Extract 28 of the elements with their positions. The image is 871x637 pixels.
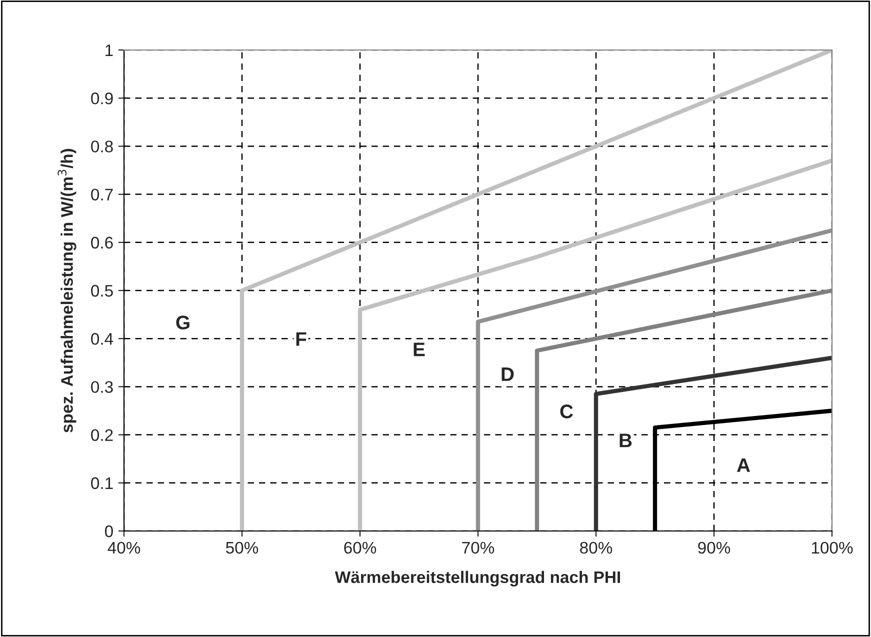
x-tick-label: 40% <box>108 542 140 554</box>
y-tick-label: 0.1 <box>91 477 113 490</box>
y-tick-label: 0 <box>104 525 113 538</box>
y-tick-label: 0.8 <box>91 140 113 152</box>
line-series <box>358 158 832 531</box>
y-tick-label: 0.9 <box>91 92 113 104</box>
x-tick-label: 60% <box>344 542 376 554</box>
x-tick-label: 50% <box>226 542 258 554</box>
x-tick-label: 90% <box>698 542 730 554</box>
y-tick-label: 0.6 <box>91 236 113 249</box>
y-tick-label: 0.5 <box>91 284 113 297</box>
annotation: D <box>502 368 514 381</box>
y-tick-label: 0.4 <box>91 333 114 345</box>
y-axis-title: spez. Aufnahmeleistung in W/(m$^{3}$/h) <box>58 148 76 432</box>
x-axis-title: Wärmebereitstellungsgrad nach PHI <box>334 570 620 586</box>
x-tick-label: 100% <box>812 542 853 554</box>
y-tick-label: 0.3 <box>91 381 113 393</box>
y-tick-label: 1 <box>106 44 113 56</box>
y-tick-label: 0.2 <box>91 429 113 442</box>
annotation: G <box>176 316 190 330</box>
annotation: A <box>736 458 750 472</box>
annotation: B <box>620 434 632 448</box>
annotation: E <box>414 342 425 356</box>
y-tick-label: 0.7 <box>91 188 113 201</box>
annotation: C <box>560 404 573 418</box>
annotation: F <box>296 332 306 346</box>
x-tick-label: 70% <box>462 542 494 554</box>
x-tick-label: 80% <box>580 542 612 554</box>
